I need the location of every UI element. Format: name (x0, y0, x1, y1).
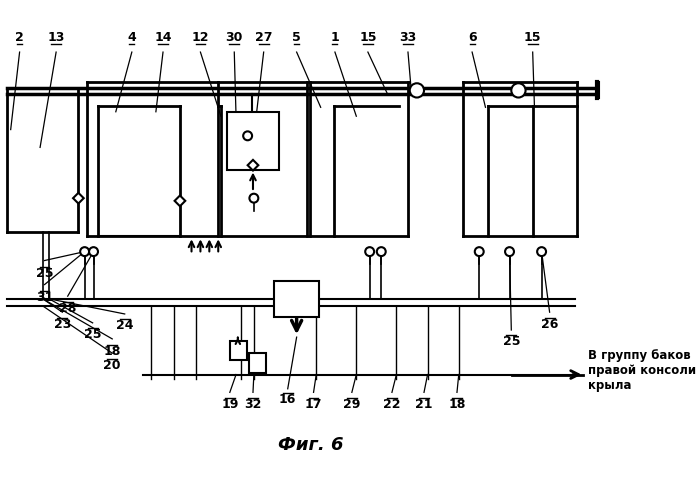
Text: 25: 25 (36, 267, 53, 280)
Bar (230, 341, 247, 360)
Polygon shape (175, 195, 185, 206)
Text: 27: 27 (255, 31, 273, 44)
Text: 19: 19 (221, 398, 238, 411)
Circle shape (243, 131, 252, 140)
Text: 18: 18 (103, 345, 121, 358)
Circle shape (511, 83, 526, 97)
Circle shape (505, 247, 514, 256)
Circle shape (250, 194, 259, 203)
Text: 1: 1 (331, 31, 339, 44)
Circle shape (537, 247, 546, 256)
Text: 14: 14 (154, 31, 172, 44)
Text: 28: 28 (59, 302, 76, 315)
Circle shape (89, 247, 98, 256)
Circle shape (80, 247, 89, 256)
Text: Фиг. 6: Фиг. 6 (278, 436, 344, 454)
Text: 24: 24 (116, 319, 134, 332)
Text: 15: 15 (359, 31, 377, 44)
Text: 6: 6 (468, 31, 477, 44)
Text: 31: 31 (36, 291, 53, 304)
Circle shape (365, 247, 374, 256)
Text: 15: 15 (524, 31, 542, 44)
Bar (227, 112, 279, 169)
Text: 21: 21 (415, 398, 433, 411)
Text: В группу баков
правой консоли
крыла: В группу баков правой консоли крыла (588, 348, 696, 392)
Text: 16: 16 (279, 393, 296, 406)
Bar (250, 353, 266, 373)
Circle shape (475, 247, 484, 256)
Text: 23: 23 (54, 318, 71, 331)
Text: 13: 13 (48, 31, 65, 44)
Circle shape (410, 83, 424, 97)
Polygon shape (73, 193, 84, 203)
Text: 17: 17 (305, 398, 322, 411)
Text: 33: 33 (399, 31, 417, 44)
Bar (275, 281, 319, 317)
Text: 4: 4 (127, 31, 136, 44)
Text: 20: 20 (103, 358, 121, 372)
Text: 25: 25 (84, 328, 101, 341)
Text: 29: 29 (343, 398, 361, 411)
Text: 22: 22 (383, 398, 401, 411)
Circle shape (377, 247, 386, 256)
Polygon shape (247, 160, 259, 170)
Text: 12: 12 (192, 31, 209, 44)
Text: 5: 5 (292, 31, 301, 44)
Text: 26: 26 (541, 318, 559, 331)
Text: 30: 30 (226, 31, 243, 44)
Text: 18: 18 (448, 398, 466, 411)
Text: 2: 2 (15, 31, 24, 44)
Text: 25: 25 (503, 335, 520, 348)
Text: 32: 32 (244, 398, 261, 411)
